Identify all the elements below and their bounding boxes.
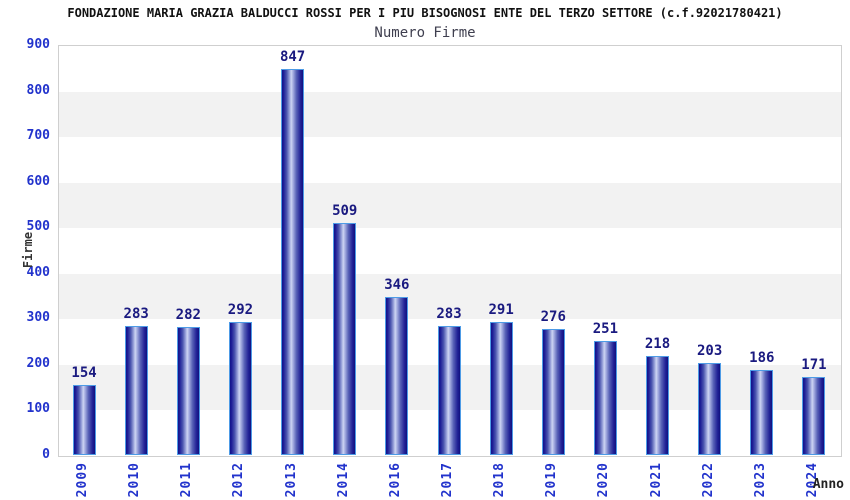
y-tick-label: 900 <box>26 37 50 52</box>
bar-value-label: 218 <box>644 335 671 352</box>
x-tick-label: 2019 <box>544 462 560 498</box>
x-tick-label: 2016 <box>387 462 403 498</box>
x-tick-label: 2010 <box>127 462 143 498</box>
x-tick-label: 2017 <box>440 462 455 498</box>
bar-2013 <box>281 69 305 455</box>
x-tick-label: 2018 <box>492 462 508 498</box>
bar-value-label: 847 <box>279 49 306 66</box>
bar-2011 <box>176 326 200 455</box>
y-tick-label: 100 <box>26 401 50 417</box>
x-tick-label: 2022 <box>700 462 716 498</box>
grid-band <box>59 228 841 274</box>
y-tick-label: 0 <box>42 447 50 462</box>
bar-value-label: 171 <box>801 357 827 374</box>
x-tick-label: 2011 <box>179 462 195 498</box>
grid-band <box>59 182 841 229</box>
x-axis-title: Anno <box>812 477 844 492</box>
bar-2014 <box>333 223 357 455</box>
grid-band <box>59 91 841 138</box>
y-tick-label: 800 <box>26 82 50 98</box>
bar-2012 <box>228 321 252 455</box>
bar-2009 <box>72 384 96 455</box>
grid-band <box>59 137 841 183</box>
grid-band <box>59 46 841 92</box>
y-tick-label: 600 <box>26 173 50 189</box>
bar-value-label: 276 <box>540 309 566 326</box>
bar-2010 <box>124 326 148 455</box>
bar-2021 <box>646 355 670 455</box>
bar-2022 <box>698 362 722 455</box>
y-tick-label: 300 <box>26 310 50 326</box>
y-axis-title: Firme <box>21 231 35 269</box>
bar-value-label: 283 <box>436 306 462 323</box>
bar-value-label: 283 <box>123 306 149 323</box>
bar-value-label: 203 <box>697 342 723 359</box>
bar-value-label: 292 <box>227 301 254 318</box>
bar-value-label: 251 <box>592 320 619 337</box>
x-tick-label: 2009 <box>75 462 91 498</box>
bar-2016 <box>385 297 409 455</box>
bar-value-label: 186 <box>749 350 775 367</box>
y-tick-label: 500 <box>26 219 50 235</box>
bar-2023 <box>750 370 774 455</box>
bar-2024 <box>802 377 826 455</box>
bar-value-label: 509 <box>332 203 358 220</box>
x-tick-label: 2023 <box>752 462 768 498</box>
chart-subtitle: Numero Firme <box>374 25 476 41</box>
chart-title: FONDAZIONE MARIA GRAZIA BALDUCCI ROSSI P… <box>67 6 783 20</box>
bar-value-label: 282 <box>175 306 201 323</box>
bar-2018 <box>489 322 513 455</box>
x-tick-label: 2021 <box>648 462 664 498</box>
y-tick-label: 400 <box>26 264 50 280</box>
bar-value-label: 154 <box>71 364 97 381</box>
bar-value-label: 346 <box>384 277 410 294</box>
y-tick-label: 700 <box>26 128 50 144</box>
bar-2020 <box>593 340 617 455</box>
bar-2019 <box>541 329 565 455</box>
bar-2017 <box>437 326 461 455</box>
x-tick-label: 2012 <box>231 462 247 498</box>
x-tick-label: 2020 <box>596 462 612 498</box>
x-tick-label: 2014 <box>335 462 351 498</box>
x-tick-label: 2013 <box>283 462 299 498</box>
bar-value-label: 291 <box>488 302 514 319</box>
grid-band <box>59 273 841 320</box>
y-tick-label: 200 <box>26 355 50 371</box>
